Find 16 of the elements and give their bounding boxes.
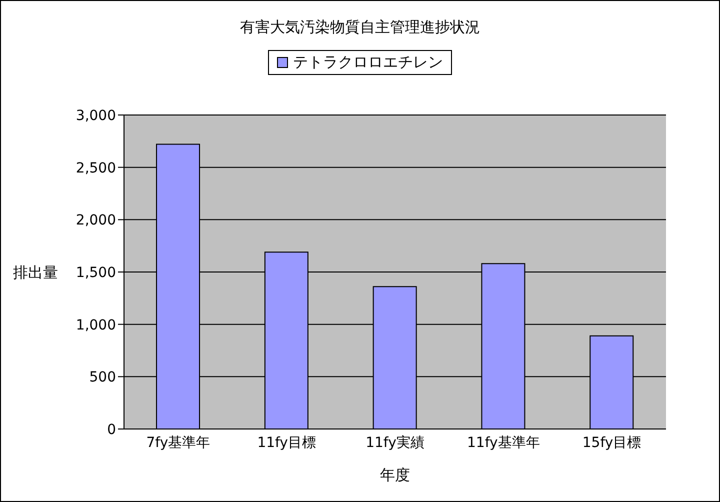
- x-axis-title: 年度: [380, 466, 410, 484]
- y-tick-label: 1,500: [76, 264, 116, 281]
- x-tick-label: 11fy基準年: [467, 434, 540, 451]
- x-tick-label: 7fy基準年: [146, 434, 210, 451]
- legend-label: テトラクロロエチレン: [293, 53, 443, 72]
- y-tick-label: 500: [89, 370, 116, 386]
- y-axis-title: 排出量: [13, 263, 58, 282]
- y-tick-label: 2,500: [76, 160, 116, 176]
- y-tick-label: 3,000: [76, 108, 116, 124]
- x-tick-label: 15fy目標: [582, 434, 642, 451]
- y-tick-label: 2,000: [76, 212, 116, 229]
- y-tick-label: 0: [107, 422, 116, 438]
- y-tick-label: 1,000: [76, 317, 116, 334]
- chart-title: 有害大気汚染物質自主管理進捗状況: [239, 18, 481, 37]
- x-tick-label: 11fy実績: [366, 434, 424, 451]
- x-tick-label: 11fy目標: [257, 434, 316, 451]
